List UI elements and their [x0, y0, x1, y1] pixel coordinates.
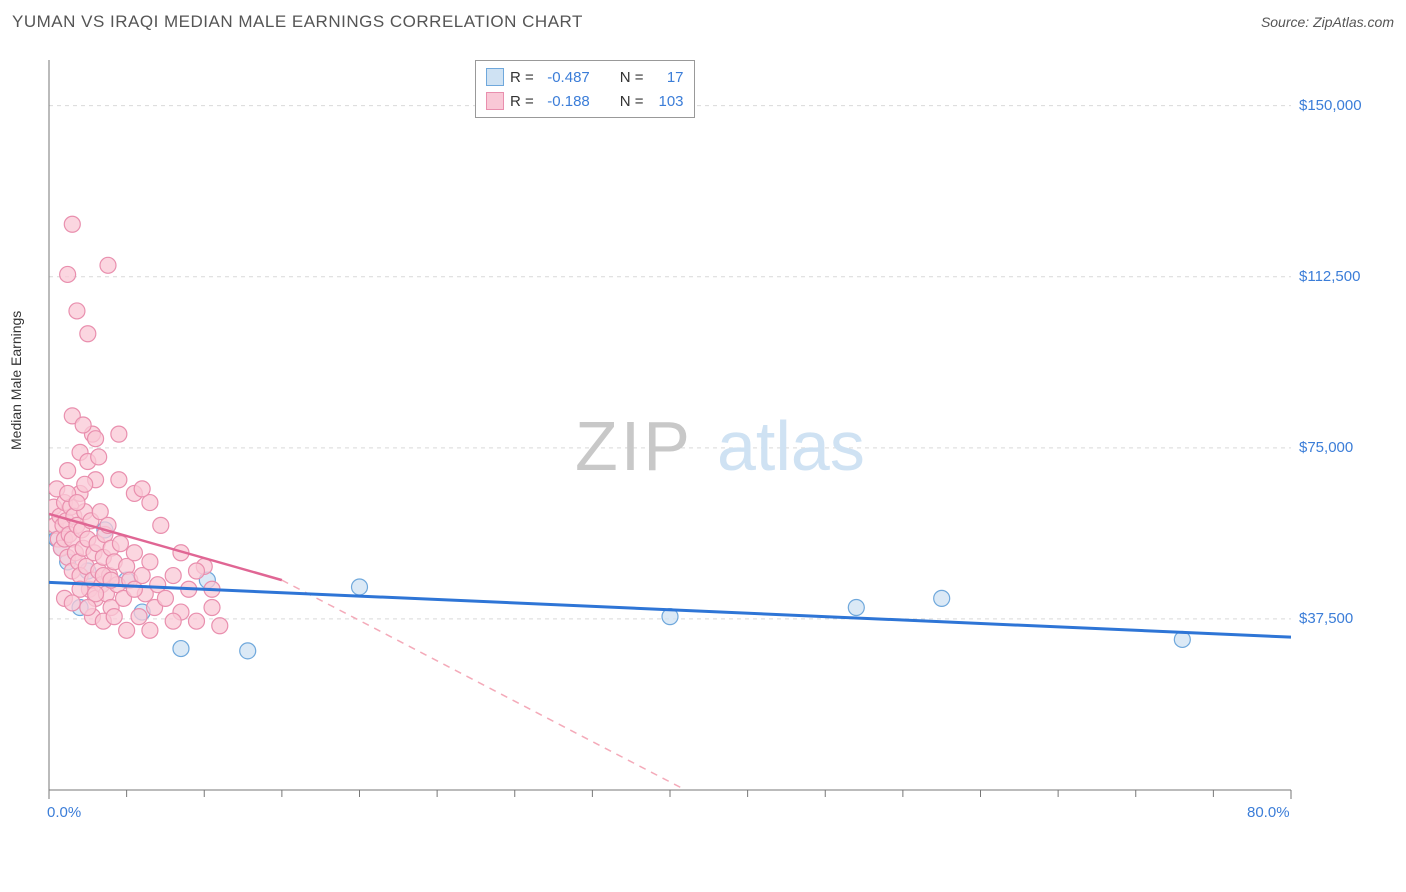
- x-tick-label-start: 0.0%: [47, 804, 81, 821]
- data-point: [64, 595, 80, 611]
- data-point: [75, 417, 91, 433]
- data-point: [240, 643, 256, 659]
- y-tick-label: $75,000: [1299, 439, 1353, 456]
- data-point: [69, 303, 85, 319]
- chart-title: YUMAN VS IRAQI MEDIAN MALE EARNINGS CORR…: [12, 12, 583, 32]
- stat-n-value: 17: [650, 69, 684, 86]
- data-point: [188, 563, 204, 579]
- y-tick-label: $150,000: [1299, 97, 1362, 114]
- data-point: [126, 581, 142, 597]
- data-point: [142, 554, 158, 570]
- data-point: [188, 613, 204, 629]
- legend-swatch: [486, 68, 504, 86]
- watermark: ZIP atlas: [575, 407, 865, 485]
- data-point: [134, 481, 150, 497]
- data-point: [64, 216, 80, 232]
- stat-r-label: R =: [510, 93, 534, 110]
- stat-n-label: N =: [620, 93, 644, 110]
- data-point: [165, 568, 181, 584]
- data-point: [352, 579, 368, 595]
- data-point: [131, 609, 147, 625]
- y-tick-label: $37,500: [1299, 610, 1353, 627]
- data-point: [934, 590, 950, 606]
- trendline-yuman: [49, 582, 1291, 637]
- stat-r-value: -0.188: [540, 93, 590, 110]
- stat-r-value: -0.487: [540, 69, 590, 86]
- series-iraqis: [46, 216, 228, 638]
- data-point: [173, 641, 189, 657]
- data-point: [80, 600, 96, 616]
- data-point: [100, 257, 116, 273]
- stat-r-label: R =: [510, 69, 534, 86]
- data-point: [106, 609, 122, 625]
- data-point: [212, 618, 228, 634]
- trendline-iraqis-extrap: [282, 580, 686, 790]
- svg-text:atlas: atlas: [717, 407, 865, 485]
- x-tick-label-end: 80.0%: [1247, 804, 1290, 821]
- data-point: [77, 476, 93, 492]
- data-point: [112, 536, 128, 552]
- data-point: [91, 449, 107, 465]
- stat-n-label: N =: [620, 69, 644, 86]
- source-text: Source: ZipAtlas.com: [1261, 14, 1394, 30]
- data-point: [88, 431, 104, 447]
- data-point: [80, 326, 96, 342]
- y-axis-label: Median Male Earnings: [8, 311, 24, 450]
- data-point: [111, 426, 127, 442]
- y-tick-label: $112,500: [1299, 268, 1360, 285]
- data-point: [153, 517, 169, 533]
- data-point: [111, 472, 127, 488]
- legend-swatch: [486, 92, 504, 110]
- data-point: [119, 622, 135, 638]
- data-point: [142, 622, 158, 638]
- data-point: [204, 600, 220, 616]
- data-point: [126, 545, 142, 561]
- data-point: [60, 463, 76, 479]
- stats-box: R = -0.487 N = 17 R = -0.188 N = 103: [475, 60, 695, 118]
- data-point: [60, 266, 76, 282]
- data-point: [69, 495, 85, 511]
- data-point: [848, 600, 864, 616]
- data-point: [157, 590, 173, 606]
- data-point: [165, 613, 181, 629]
- stat-n-value: 103: [650, 93, 684, 110]
- chart-area: ZIP atlas $37,500 $75,000 $112,500 $150,000 0…: [45, 50, 1381, 830]
- svg-text:ZIP: ZIP: [575, 407, 693, 485]
